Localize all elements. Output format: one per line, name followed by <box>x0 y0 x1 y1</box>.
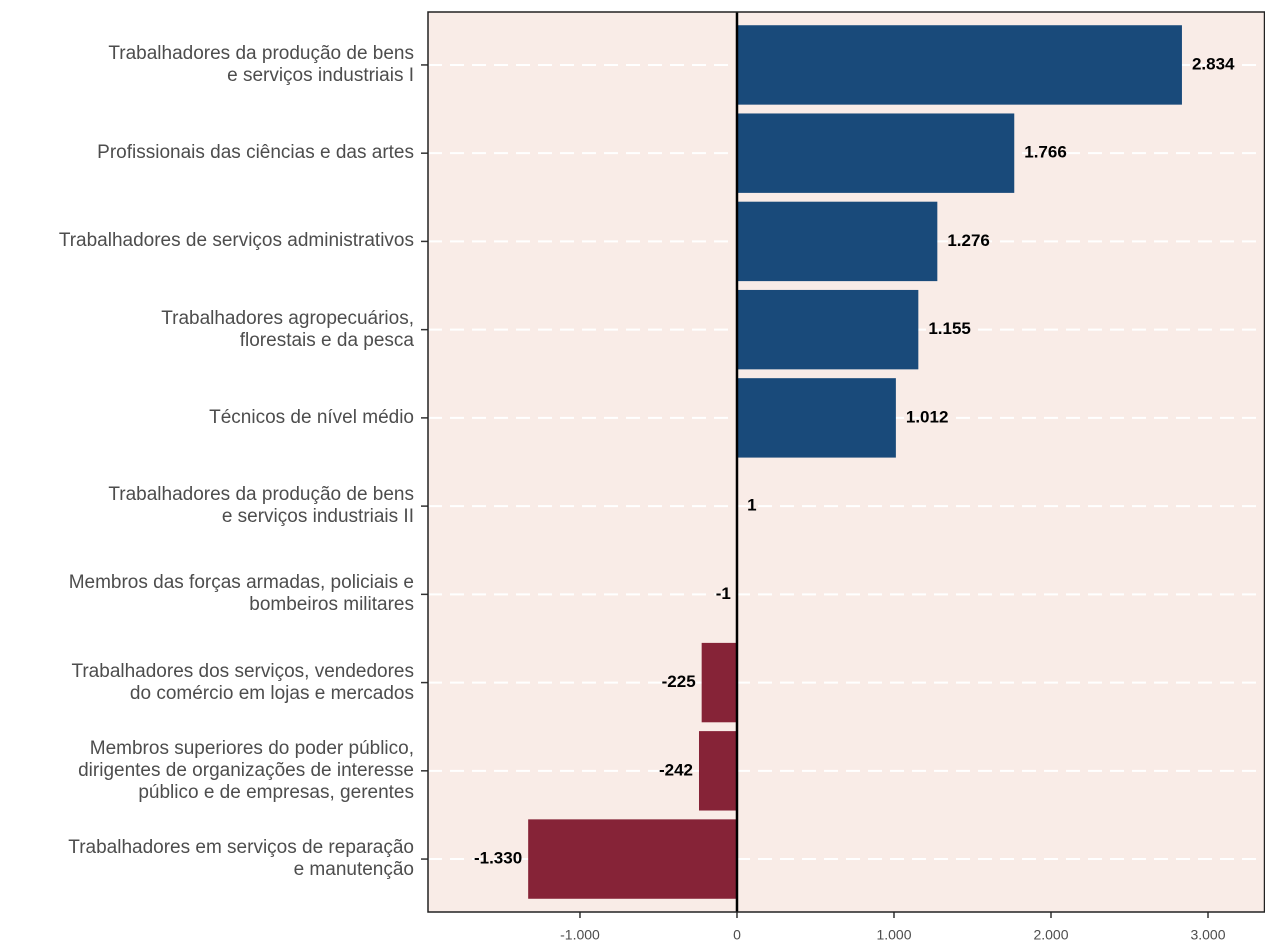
y-tick-label: Trabalhadores de serviços administrativo… <box>58 230 414 252</box>
data-label: 1.012 <box>906 407 949 426</box>
data-label: 1.276 <box>947 231 990 250</box>
x-tick-label: 3.000 <box>1190 927 1225 941</box>
data-label: 1.155 <box>928 319 971 338</box>
y-tick-label: Trabalhadores da produção de bens e serv… <box>108 42 414 86</box>
x-tick-label: 1.000 <box>876 927 911 941</box>
x-tick-label: -1.000 <box>560 927 600 941</box>
data-label: -1 <box>716 584 731 603</box>
y-tick-label: Trabalhadores dos serviços, vendedores d… <box>71 660 414 704</box>
data-label: -1.330 <box>474 849 522 868</box>
y-tick-label: Membros das forças armadas, policiais e … <box>68 572 414 616</box>
data-label: -242 <box>659 760 693 779</box>
bar <box>698 731 737 811</box>
x-tick-label: 0 <box>733 927 741 941</box>
bar <box>736 289 919 370</box>
bar <box>736 378 896 458</box>
y-tick-label: Técnicos de nível médio <box>209 406 414 428</box>
y-tick-label: Trabalhadores da produção de bens e serv… <box>108 484 414 528</box>
bar <box>528 819 737 899</box>
bar <box>736 25 1182 105</box>
y-tick-label: Trabalhadores agropecuários, florestais … <box>161 307 414 351</box>
data-label: -225 <box>662 672 696 691</box>
y-tick-label: Profissionais das ciências e das artes <box>97 142 414 164</box>
data-label: 2.834 <box>1192 54 1235 73</box>
bar <box>701 642 737 723</box>
data-label: 1 <box>747 496 756 515</box>
y-tick-label: Trabalhadores em serviços de reparação e… <box>68 837 414 881</box>
x-tick-label: 2.000 <box>1033 927 1068 941</box>
y-tick-label: Membros superiores do poder público, dir… <box>78 737 414 803</box>
bar <box>736 201 938 282</box>
bar <box>736 113 1015 193</box>
data-label: 1.766 <box>1024 143 1067 162</box>
